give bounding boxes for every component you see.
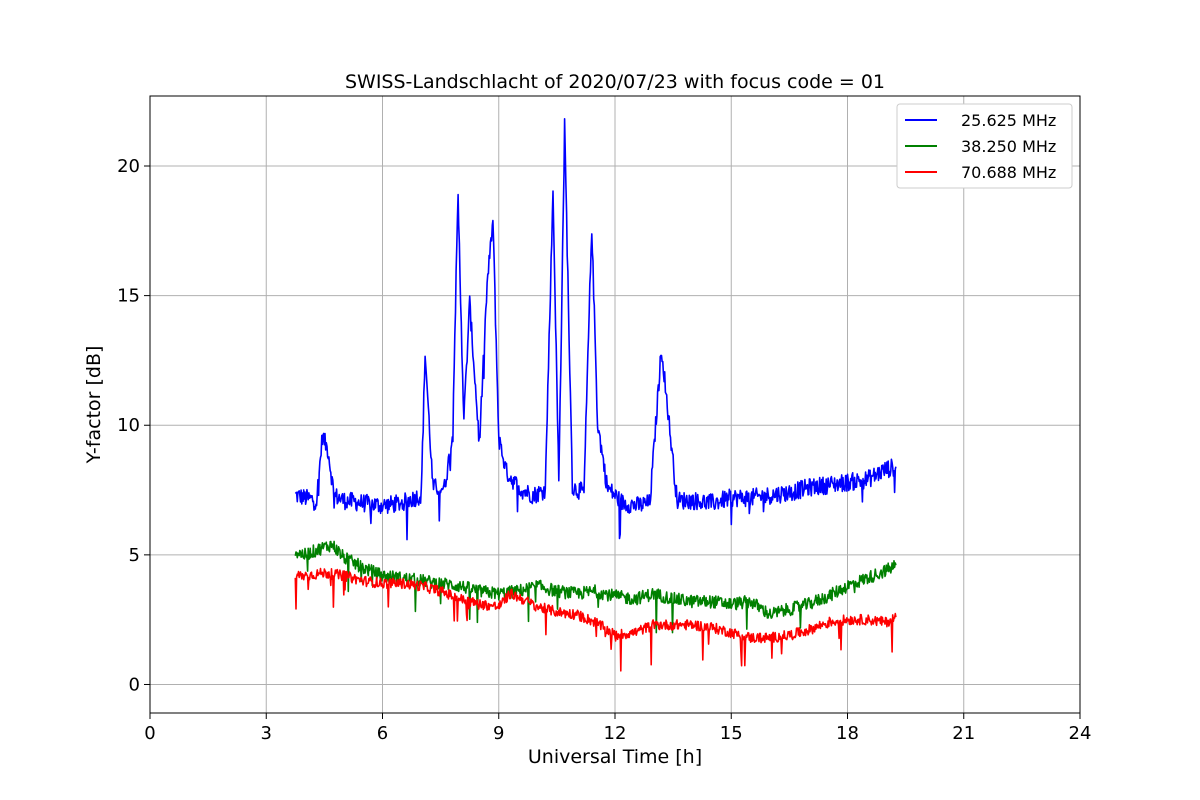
series-line-2	[294, 540, 897, 634]
legend-label-1: 25.625 MHz	[961, 111, 1056, 130]
x-tick-label: 12	[604, 723, 627, 744]
y-tick-label: 15	[117, 286, 140, 307]
y-axis-label: Y-factor [dB]	[83, 346, 105, 465]
x-tick-label: 9	[493, 723, 504, 744]
y-tick-label: 20	[117, 156, 140, 177]
x-tick-label: 3	[261, 723, 272, 744]
x-tick-label: 24	[1069, 723, 1092, 744]
x-tick-label: 15	[720, 723, 743, 744]
series-line-1	[294, 118, 897, 541]
series-line-3	[294, 567, 897, 672]
grid-lines	[149, 96, 1081, 713]
x-axis-label: Universal Time [h]	[528, 746, 702, 768]
series-lines	[294, 118, 897, 672]
x-tick-label: 6	[377, 723, 388, 744]
x-tick-label: 21	[952, 723, 975, 744]
y-tick-label: 10	[117, 415, 140, 436]
legend: 25.625 MHz 38.250 MHz 70.688 MHz	[896, 103, 1073, 189]
chart-title: SWISS-Landschlacht of 2020/07/23 with fo…	[345, 71, 885, 93]
y-tick-label: 5	[129, 545, 140, 566]
x-tick-label: 0	[144, 723, 155, 744]
y-tick-label: 0	[129, 674, 140, 695]
legend-label-3: 70.688 MHz	[961, 163, 1056, 182]
y-axis-ticks: 0 5 10 15 20	[117, 156, 150, 695]
x-axis-ticks: 0 3 6 9 12 15 18 21 24	[144, 713, 1091, 744]
legend-label-2: 38.250 MHz	[961, 137, 1056, 156]
x-tick-label: 18	[836, 723, 859, 744]
legend-box	[896, 103, 1073, 189]
